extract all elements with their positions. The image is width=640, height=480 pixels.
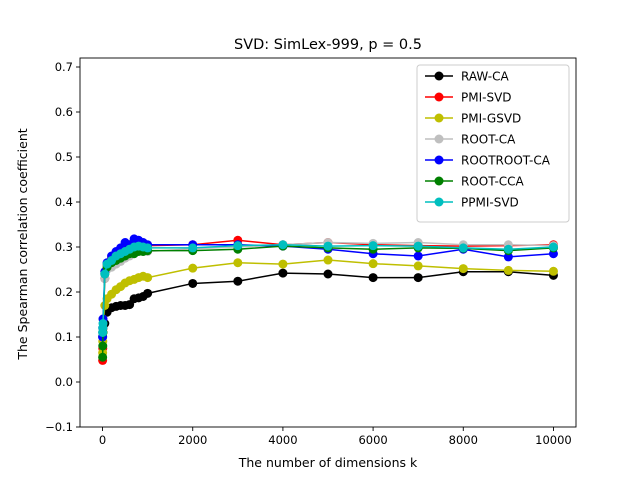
x-tick-label: 8000	[449, 433, 478, 447]
y-tick-label: 0.3	[55, 240, 73, 254]
legend: RAW-CA PMI-SVD PMI-GSVD ROOT-CA ROOTROOT-CA R…	[416, 64, 570, 223]
data-point	[503, 244, 513, 254]
y-tick-label: 0.0	[55, 375, 73, 389]
legend-label: PPMI-SVD	[461, 196, 519, 210]
legend-marker	[434, 155, 444, 165]
data-point	[233, 276, 243, 286]
y-axis-ticks: −0.1 0.0 0.1 0.2 0.3 0.4 0.5 0.6 0.7	[45, 60, 80, 434]
x-tick-label: 10000	[535, 433, 572, 447]
legend-item-pmi-svd: PMI-SVD	[425, 91, 512, 105]
legend-marker	[434, 92, 444, 102]
data-point	[323, 255, 333, 265]
legend-marker	[434, 176, 444, 186]
legend-item-ppmi-svd: PPMI-SVD	[425, 196, 519, 210]
legend-label: ROOT-CA	[461, 133, 516, 147]
y-tick-label: 0.2	[55, 285, 73, 299]
legend-label: PMI-SVD	[461, 91, 512, 105]
x-tick-label: 4000	[268, 433, 297, 447]
data-point	[98, 352, 108, 362]
legend-box	[416, 64, 570, 223]
x-tick-label: 0	[99, 433, 106, 447]
legend-marker	[434, 197, 444, 207]
x-axis-ticks: 0 2000 4000 6000 8000 10000	[99, 427, 572, 447]
data-point	[548, 266, 558, 276]
data-point	[233, 258, 243, 268]
y-axis-label: The Spearman correlation coefficient	[15, 128, 30, 360]
data-point	[188, 243, 198, 253]
legend-item-pmi-gsvd: PMI-GSVD	[425, 112, 521, 126]
x-axis-label: The number of dimensions k	[238, 455, 418, 470]
y-tick-label: 0.7	[55, 60, 73, 74]
legend-item-rootroot-ca: ROOTROOT-CA	[425, 154, 551, 168]
legend-marker	[434, 71, 444, 81]
chart-title: SVD: SimLex-999, p = 0.5	[234, 37, 422, 53]
data-point	[233, 241, 243, 251]
legend-item-raw-ca: RAW-CA	[425, 70, 509, 84]
data-point	[503, 252, 513, 262]
y-tick-label: 0.4	[55, 195, 73, 209]
series-layer	[98, 234, 558, 365]
data-point	[100, 269, 110, 279]
data-point	[278, 240, 288, 250]
legend-marker	[434, 113, 444, 123]
data-point	[188, 278, 198, 288]
data-point	[143, 273, 153, 283]
y-tick-label: 0.5	[55, 150, 73, 164]
data-point	[413, 241, 423, 251]
data-point	[98, 319, 108, 328]
x-tick-label: 6000	[358, 433, 387, 447]
legend-label: PMI-GSVD	[461, 112, 521, 126]
legend-marker	[434, 134, 444, 144]
data-point	[368, 273, 378, 283]
data-point	[413, 273, 423, 283]
axes-frame	[79, 57, 577, 428]
legend-item-root-cca: ROOT-CCA	[425, 175, 525, 189]
y-tick-label: 0.1	[55, 330, 73, 344]
x-tick-label: 2000	[178, 433, 207, 447]
data-point	[98, 341, 108, 351]
legend-label: ROOTROOT-CA	[461, 154, 551, 168]
legend-label: ROOT-CCA	[461, 175, 525, 189]
data-point	[368, 241, 378, 251]
data-point	[413, 261, 423, 271]
data-point	[188, 263, 198, 273]
data-point	[143, 288, 153, 298]
y-tick-label: −0.1	[45, 420, 73, 434]
data-point	[143, 243, 153, 253]
legend-item-root-ca: ROOT-CA	[425, 133, 516, 147]
data-point	[413, 251, 423, 261]
series-ppmi-svd	[98, 240, 558, 337]
plot-area	[79, 57, 577, 428]
data-point	[278, 259, 288, 269]
data-point	[503, 265, 513, 275]
legend-label: RAW-CA	[461, 70, 509, 84]
data-point	[323, 241, 333, 251]
data-point	[458, 264, 468, 274]
data-point	[278, 268, 288, 278]
data-point	[548, 242, 558, 252]
y-tick-label: 0.6	[55, 105, 73, 119]
data-point	[458, 243, 468, 253]
data-point	[323, 269, 333, 279]
data-point	[368, 259, 378, 269]
